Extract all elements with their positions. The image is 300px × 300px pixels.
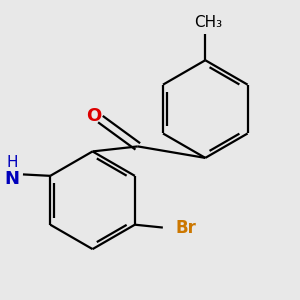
Text: O: O bbox=[85, 107, 101, 125]
Text: CH₃: CH₃ bbox=[194, 15, 222, 30]
Text: N: N bbox=[5, 170, 20, 188]
Text: Br: Br bbox=[176, 219, 196, 237]
Text: H: H bbox=[6, 155, 18, 170]
